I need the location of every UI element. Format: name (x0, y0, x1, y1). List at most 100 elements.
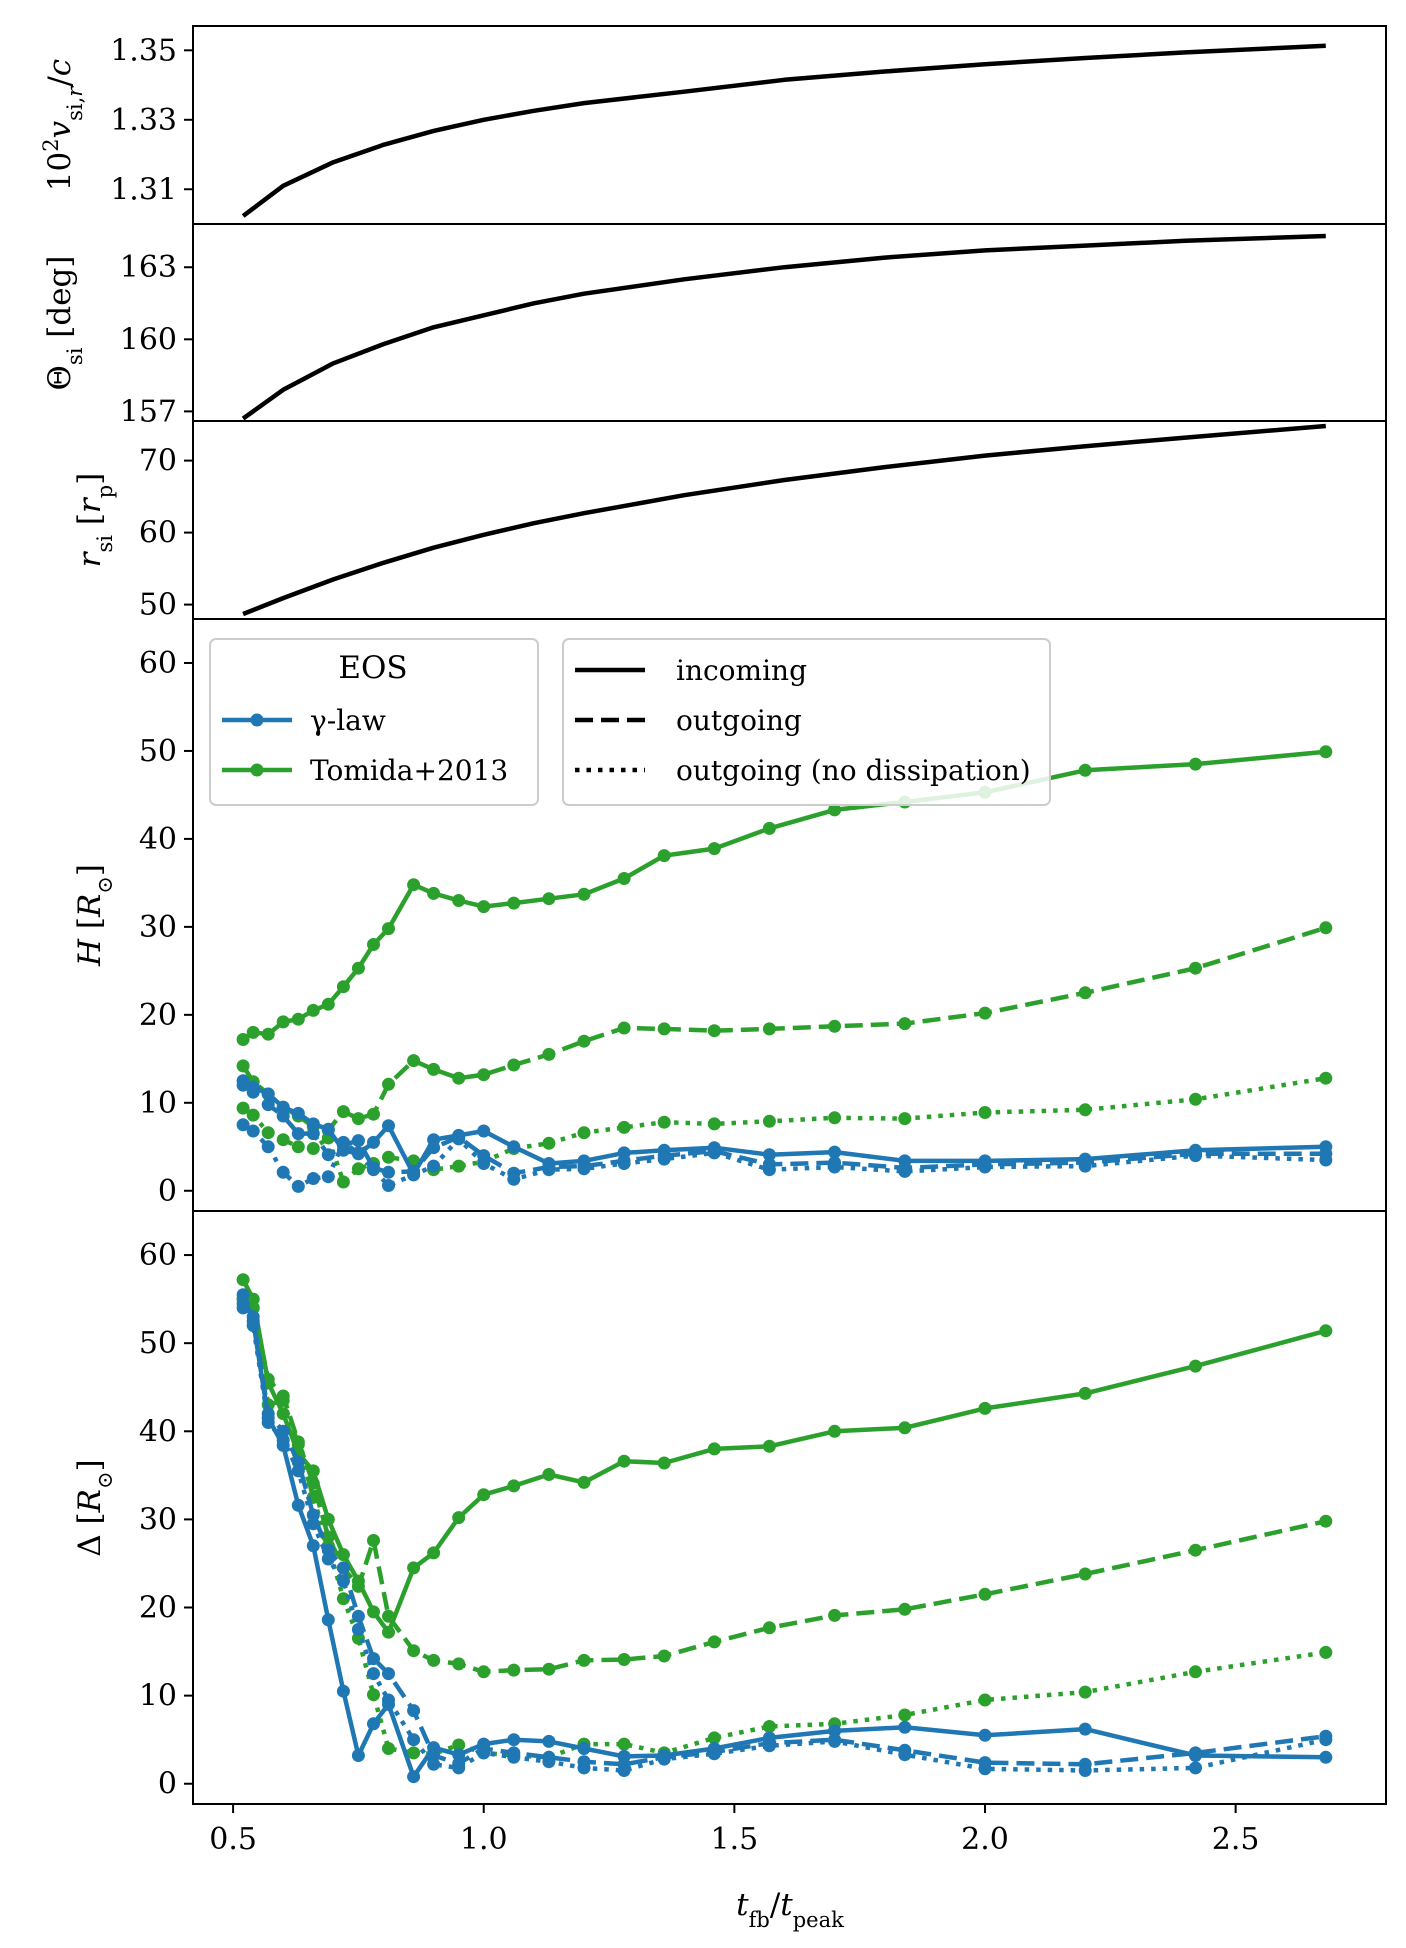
marker-Delta-1-11 (407, 1644, 421, 1658)
marker-H-5-2 (261, 1140, 275, 1154)
marker-H-1-9 (367, 1107, 380, 1121)
marker-Delta-2-9 (367, 1688, 380, 1702)
marker-H-3-2 (261, 1087, 275, 1101)
marker-Delta-0-26 (1189, 1359, 1202, 1373)
marker-Delta-1-19 (657, 1649, 671, 1663)
marker-H-0-27 (1319, 745, 1333, 759)
marker-Delta-5-3 (276, 1433, 290, 1447)
marker-H-1-10 (382, 1077, 395, 1091)
ylabel-vsi: 102vsi,r/c (39, 59, 87, 191)
marker-Delta-1-26 (1189, 1543, 1202, 1557)
marker-Delta-5-21 (762, 1739, 776, 1753)
marker-Delta-5-27 (1319, 1733, 1333, 1747)
ylabel-theta: Θsi [deg] (42, 256, 87, 391)
marker-H-5-7 (336, 1135, 350, 1149)
marker-Delta-1-13 (452, 1657, 466, 1671)
marker-Delta-5-13 (452, 1761, 466, 1775)
series-Delta-2 (241, 1297, 1327, 1760)
marker-Delta-5-20 (707, 1747, 721, 1761)
legend-incoming-label: incoming (676, 654, 807, 687)
marker-H-2-13 (452, 1159, 466, 1173)
series-Delta-5 (241, 1306, 1327, 1773)
marker-Delta-0-16 (542, 1468, 556, 1481)
marker-Delta-5-7 (336, 1574, 350, 1588)
ylabel-rsi: rsi [rp] (72, 473, 117, 568)
ytick-label-theta-0: 157 (120, 394, 177, 429)
marker-H-5-12 (427, 1159, 441, 1173)
series-theta-0 (241, 233, 1326, 421)
legend-outgoing-label: outgoing (676, 704, 802, 737)
marker-H-0-12 (427, 886, 441, 900)
ytick-label-Delta-5: 50 (139, 1326, 177, 1361)
panel-frame-vsi (192, 25, 1387, 225)
marker-H-1-20 (707, 1024, 721, 1038)
legend-gamma-label: γ-law (310, 704, 386, 737)
marker-H-0-5 (306, 1003, 320, 1017)
marker-Delta-0-27 (1319, 1324, 1333, 1338)
marker-Delta-0-7 (336, 1548, 350, 1562)
xtick-label-2: 1.5 (711, 1822, 759, 1857)
marker-H-0-22 (828, 803, 842, 817)
legend-tomida-label: Tomida+2013 (310, 754, 508, 787)
marker-Delta-0-9 (367, 1605, 380, 1619)
marker-Delta-1-25 (1078, 1567, 1092, 1581)
marker-H-0-25 (1078, 763, 1092, 777)
ytick-label-H-2: 20 (139, 998, 177, 1033)
marker-H-0-9 (367, 938, 380, 951)
marker-H-0-16 (542, 892, 556, 906)
marker-H-2-20 (707, 1117, 721, 1131)
marker-Delta-5-19 (657, 1752, 671, 1766)
marker-H-1-25 (1078, 986, 1092, 1000)
marker-H-0-17 (577, 887, 591, 901)
marker-Delta-5-6 (321, 1552, 335, 1566)
marker-H-1-0 (236, 1059, 250, 1073)
marker-Delta-2-4 (291, 1438, 305, 1451)
marker-Delta-1-9 (367, 1534, 380, 1547)
marker-H-0-14 (477, 900, 491, 914)
marker-H-5-10 (382, 1179, 395, 1192)
marker-H-2-22 (828, 1111, 842, 1125)
ytick-label-vsi-0: 1.31 (110, 172, 177, 207)
marker-H-5-18 (617, 1157, 631, 1170)
ytick-label-Delta-6: 60 (139, 1238, 177, 1273)
marker-Delta-2-26 (1189, 1665, 1202, 1679)
marker-H-2-8 (351, 1162, 365, 1176)
marker-H-3-10 (382, 1119, 395, 1133)
marker-Delta-1-22 (828, 1608, 842, 1622)
marker-H-3-4 (291, 1106, 305, 1120)
marker-Delta-0-24 (978, 1401, 992, 1415)
ytick-label-vsi-2: 1.35 (110, 33, 177, 68)
marker-Delta-5-16 (542, 1755, 556, 1769)
ytick-label-rsi-0: 50 (139, 588, 177, 623)
marker-H-2-18 (617, 1120, 631, 1134)
marker-Delta-2-21 (762, 1720, 776, 1733)
marker-Delta-2-25 (1078, 1685, 1092, 1699)
marker-Delta-5-22 (828, 1734, 842, 1748)
marker-H-3-6 (321, 1122, 335, 1136)
marker-Delta-3-9 (367, 1717, 380, 1731)
marker-H-3-21 (762, 1148, 776, 1162)
marker-H-2-2 (261, 1126, 275, 1140)
marker-Delta-1-21 (762, 1621, 776, 1635)
marker-Delta-4-11 (407, 1704, 421, 1718)
marker-H-4-5 (306, 1127, 320, 1141)
marker-Delta-4-26 (1189, 1746, 1202, 1760)
marker-H-4-6 (321, 1148, 335, 1162)
series-Delta-0 (241, 1278, 1327, 1635)
marker-H-5-5 (306, 1172, 320, 1185)
marker-H-5-11 (407, 1168, 421, 1182)
marker-H-3-15 (507, 1140, 521, 1154)
marker-Delta-2-13 (452, 1738, 466, 1752)
marker-H-2-5 (306, 1142, 320, 1155)
marker-H-0-13 (452, 894, 466, 907)
marker-H-5-17 (577, 1162, 591, 1176)
ytick-label-H-4: 40 (139, 822, 177, 857)
ytick-label-Delta-2: 20 (139, 1591, 177, 1626)
marker-Delta-0-15 (507, 1479, 521, 1493)
marker-H-0-26 (1189, 757, 1202, 771)
marker-H-3-9 (367, 1135, 380, 1149)
series-H-5 (241, 1122, 1326, 1189)
marker-H-2-0 (236, 1101, 250, 1115)
marker-H-5-6 (321, 1170, 335, 1184)
